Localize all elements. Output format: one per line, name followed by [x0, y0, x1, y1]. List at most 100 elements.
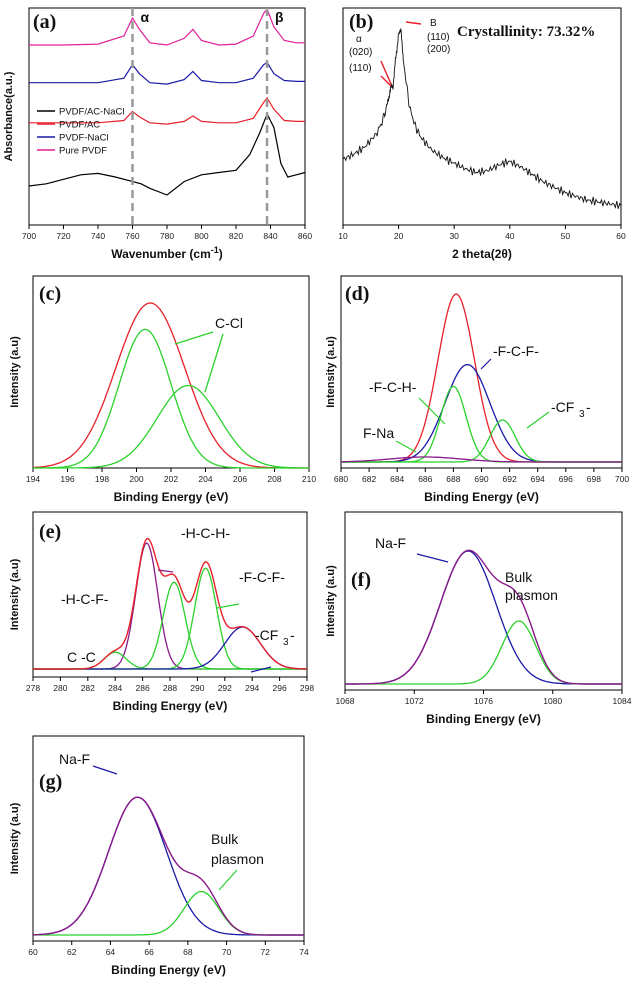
panel-d-annotation: -F-C-F- [493, 343, 539, 359]
panel-a-series-3 [28, 112, 306, 196]
panel-d-tick-label: 698 [587, 474, 601, 484]
panel-f-annotation: plasmon [505, 587, 558, 603]
panel-g-tick-label: 66 [144, 947, 154, 957]
panel-b-xlabel: 2 theta(2θ) [452, 247, 512, 261]
panel-c-series-1 [33, 328, 309, 469]
panel-d-annotation: F-Na [363, 425, 394, 441]
panel-a-tick-label: 820 [229, 231, 243, 241]
panel-b-tick-label: 50 [561, 231, 571, 241]
panel-c-tick-label: 196 [60, 474, 74, 484]
panel-b-beta-hkl: (200) [427, 44, 450, 55]
panel-a-series-2 [29, 96, 305, 125]
panel-e-tick-label: 288 [163, 683, 177, 693]
panel-b-arrow [380, 60, 392, 85]
panel-g-series-1 [33, 890, 304, 936]
panel-c-annotation: C-Cl [215, 315, 243, 331]
panel-d-pointer [418, 397, 446, 425]
panel-a-tick-label: 720 [56, 231, 70, 241]
panel-b-alpha-label: α [356, 34, 362, 45]
panel-g-ylabel: Intensity (a.u) [9, 802, 21, 874]
panel-g-label: (g) [39, 771, 62, 793]
panel-e-annotation: C -C [67, 649, 96, 665]
panel-e-tick-label: 278 [26, 683, 40, 693]
panel-b-alpha-hkl: (020) [349, 47, 372, 58]
panel-g-xlabel: Binding Energy (eV) [111, 963, 226, 977]
panel-f-envelope [345, 549, 622, 685]
panel-b-frame [342, 7, 622, 226]
panel-e-tick-label: 298 [300, 683, 314, 693]
panel-c-tick-label: 200 [129, 474, 143, 484]
panel-a-legend-label: Pure PVDF [59, 146, 107, 157]
panel-a-label: (a) [33, 11, 56, 33]
panel-e-annotation: -H-C-H- [181, 525, 230, 541]
panel-e-pointer [157, 569, 174, 573]
panel-d-tick-label: 696 [559, 474, 573, 484]
panel-f-ylabel: Intensity (a.u) [325, 565, 337, 637]
panel-a-tick-label: 840 [263, 231, 277, 241]
panel-c-pointer [204, 333, 224, 393]
panel-f-annotation: Bulk [505, 569, 533, 585]
panel-d-xlabel: Binding Energy (eV) [424, 490, 539, 504]
panel-a-tick-label: 800 [194, 231, 208, 241]
panel-b-tick-label: 60 [616, 231, 626, 241]
panel-d-tick-label: 700 [615, 474, 629, 484]
panel-f-pointer [416, 553, 449, 563]
panel-f-xlabel: Binding Energy (eV) [426, 712, 541, 726]
panel-f-label: (f) [351, 569, 371, 591]
panel-a-legend-label: PVDF-NaCl [59, 133, 109, 144]
panel-d-tick-label: 688 [446, 474, 460, 484]
panel-d-tick-label: 690 [474, 474, 488, 484]
panel-e-tick-label: 284 [108, 683, 122, 693]
panel-c-series-2 [33, 384, 310, 469]
panel-b-tick-label: 20 [394, 231, 404, 241]
panel-e-envelope [33, 537, 307, 670]
panel-a-tick-label: 760 [125, 231, 139, 241]
panel-c-tick-label: 198 [95, 474, 109, 484]
panel-g-tick-label: 70 [222, 947, 232, 957]
panel-b-arrow [380, 75, 392, 87]
panel-a-tick-label: 780 [160, 231, 174, 241]
panel-c-ylabel: Intensity (a.u) [9, 336, 21, 408]
panel-f-tick-label: 1072 [405, 696, 424, 706]
panel-e-annotation: 3 [283, 637, 289, 648]
panel-e-annotation: -F-C-F- [239, 569, 285, 585]
panel-f-series-0 [345, 550, 622, 685]
panel-c-tick-label: 208 [267, 474, 281, 484]
panel-e-label: (e) [39, 521, 61, 543]
panel-e-pointer [216, 603, 240, 609]
panel-b-beta-hkl: (110) [427, 32, 450, 43]
panel-d-annotation: - [586, 399, 591, 415]
panel-f-annotation: Na-F [375, 535, 406, 551]
panel-a-ylabel: Absorbance(a.u.) [3, 71, 15, 161]
panel-b-alpha-hkl: (110) [349, 63, 372, 74]
panel-e-annotation: -CF [255, 627, 278, 643]
panel-f-tick-label: 1084 [613, 696, 632, 706]
panel-g-tick-label: 72 [261, 947, 271, 957]
panel-e-ylabel: Intensity (a.u) [9, 558, 21, 630]
panel-a-series-1 [29, 61, 305, 85]
panel-b-annotation: Crystallinity: 73.32% [457, 24, 595, 40]
panel-g-tick-label: 60 [28, 947, 38, 957]
panel-b-series [342, 28, 622, 209]
panel-e-tick-label: 290 [190, 683, 204, 693]
panel-c-tick-label: 210 [302, 474, 316, 484]
panel-c-xlabel: Binding Energy (eV) [114, 490, 229, 504]
panel-a-marker-label: β [275, 9, 284, 25]
panel-d-tick-label: 686 [418, 474, 432, 484]
panel-f-tick-label: 1068 [336, 696, 355, 706]
panel-g-annotation: Na-F [59, 751, 90, 767]
panel-c-series-0 [32, 302, 309, 469]
panel-d-tick-label: 684 [390, 474, 404, 484]
panel-e-tick-label: 286 [136, 683, 150, 693]
panel-e-tick-label: 294 [245, 683, 259, 693]
panel-g-tick-label: 74 [299, 947, 309, 957]
panel-c-frame [32, 275, 310, 469]
panel-d-pointer [480, 358, 492, 370]
panel-d-tick-label: 694 [531, 474, 545, 484]
panel-g-tick-label: 62 [67, 947, 77, 957]
panel-d-tick-label: 692 [503, 474, 517, 484]
panel-c-tick-label: 202 [164, 474, 178, 484]
panel-d-series-4 [341, 456, 622, 463]
panel-e-tick-label: 292 [218, 683, 232, 693]
